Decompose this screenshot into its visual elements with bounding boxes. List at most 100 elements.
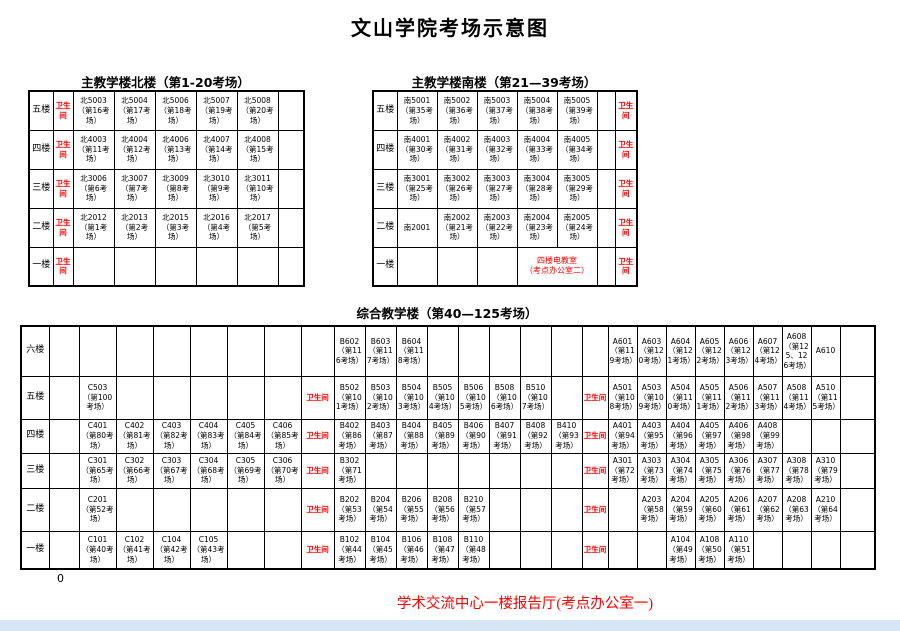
empty-cell	[48, 375, 80, 420]
wc-cell: 卫生间	[614, 168, 638, 209]
room-cell: C304 （第68考场）	[189, 452, 228, 489]
room-cell: C102 （第41考场）	[115, 530, 154, 570]
room-cell: A503 （第109考场）	[636, 375, 667, 420]
north-table-title: 主教学楼北楼（第1-20考场）	[81, 75, 250, 90]
room-cell: B504 （第103考场）	[395, 375, 428, 420]
room-cell: A207 （第62考场）	[752, 487, 783, 532]
main-table-title: 综合教学楼（第40—125考场）	[356, 306, 538, 321]
room-cell: A301 （第72考场）	[607, 452, 638, 489]
room-cell: A306 （第76考场）	[723, 452, 754, 489]
empty-cell	[426, 452, 459, 489]
room-cell: A208 （第63考场）	[781, 487, 812, 532]
empty-cell	[72, 246, 115, 287]
empty-cell	[115, 325, 154, 377]
empty-cell	[488, 452, 521, 489]
empty-cell	[519, 487, 552, 532]
room-cell: A607 （第124考场）	[752, 325, 783, 377]
room-cell: A408 （第99考场）	[752, 418, 783, 454]
room-cell: 北5006 （第18考场）	[154, 90, 197, 131]
wc-cell: 卫生间	[581, 375, 609, 420]
room-cell: A205 （第60考场）	[694, 487, 725, 532]
room-cell: 北2013 （第2考场）	[113, 207, 156, 248]
empty-cell	[839, 418, 876, 454]
room-cell: A405 （第97考场）	[694, 418, 725, 454]
empty-cell	[226, 530, 265, 570]
room-cell: 南5005 （第39考场）	[556, 90, 598, 131]
empty-cell	[263, 487, 302, 532]
room-cell: 南2003 （第22考场）	[476, 207, 518, 248]
empty-cell	[488, 487, 521, 532]
room-cell: C404 （第83考场）	[189, 418, 228, 454]
room-cell: C406 （第85考场）	[263, 418, 302, 454]
empty-cell	[636, 530, 667, 570]
room-cell: A507 （第113考场）	[752, 375, 783, 420]
room-cell: C402 （第81考场）	[115, 418, 154, 454]
empty-cell	[550, 452, 583, 489]
room-cell: 北3010 （第9考场）	[195, 168, 238, 209]
room-cell: 北5004 （第17考场）	[113, 90, 156, 131]
empty-cell	[607, 530, 638, 570]
empty-cell	[195, 246, 238, 287]
room-cell: B408 （第92考场）	[519, 418, 552, 454]
room-cell: 北4006 （第13考场）	[154, 129, 197, 170]
empty-cell	[839, 530, 876, 570]
room-cell: 北5003 （第16考场）	[72, 90, 115, 131]
floor-label: 二楼	[28, 207, 54, 248]
room-cell: B106 （第46考场）	[395, 530, 428, 570]
room-cell: A506 （第112考场）	[723, 375, 754, 420]
room-cell: C302 （第66考场）	[115, 452, 154, 489]
empty-cell	[113, 246, 156, 287]
empty-cell	[519, 530, 552, 570]
room-cell: C306 （第70考场）	[263, 452, 302, 489]
empty-cell	[78, 325, 117, 377]
empty-cell	[48, 418, 80, 454]
room-cell: A605 （第122考场）	[694, 325, 725, 377]
room-cell: B104 （第45考场）	[364, 530, 397, 570]
room-cell: 南5002 （第36考场）	[436, 90, 478, 131]
room-cell: A305 （第75考场）	[694, 452, 725, 489]
room-cell: 北3009 （第8考场）	[154, 168, 197, 209]
room-cell: A308 （第78考场）	[781, 452, 812, 489]
room-cell: C403 （第82考场）	[152, 418, 191, 454]
room-cell: B108 （第47考场）	[426, 530, 459, 570]
south-table-title: 主教学楼南楼（第21—39考场）	[411, 75, 597, 90]
empty-cell	[48, 530, 80, 570]
comprehensive-building-table: 六楼 B602 （第116考场） B603 （第117考场） B604 （第118考场） A6…	[20, 325, 876, 570]
room-cell: B603 （第117考场）	[364, 325, 397, 377]
empty-cell	[596, 168, 616, 209]
floor-label: 六楼	[20, 325, 50, 377]
floor-label: 四楼	[28, 129, 54, 170]
room-cell: A404 （第96考场）	[665, 418, 696, 454]
wc-cell: 卫生间	[300, 487, 335, 532]
room-cell: B403 （第87考场）	[364, 418, 397, 454]
empty-cell	[263, 325, 302, 377]
room-cell: 南5004 （第38考场）	[516, 90, 558, 131]
room-cell: A510 （第115考场）	[810, 375, 841, 420]
empty-cell	[607, 487, 638, 532]
empty-cell	[596, 207, 616, 248]
room-cell: 北4004 （第12考场）	[113, 129, 156, 170]
room-cell: B604 （第118考场）	[395, 325, 428, 377]
empty-cell	[48, 452, 80, 489]
empty-cell	[189, 325, 228, 377]
room-cell: 北4007 （第14考场）	[195, 129, 238, 170]
room-cell: 北4008 （第15考场）	[236, 129, 279, 170]
floor-label: 一楼	[28, 246, 54, 287]
empty-cell	[152, 487, 191, 532]
room-cell: A608 （第125、126考场）	[781, 325, 812, 377]
wc-cell: 卫生间	[300, 452, 335, 489]
empty-cell	[277, 129, 305, 170]
empty-cell	[596, 90, 616, 131]
room-cell: 南4004 （第33考场）	[516, 129, 558, 170]
room-cell: 南3002 （第26考场）	[436, 168, 478, 209]
empty-cell	[226, 487, 265, 532]
empty-cell	[263, 375, 302, 420]
south-building-table: 五楼 南5001 （第35考场） 南5002 （第36考场） 南5003 （第37考场） 南5…	[372, 90, 638, 287]
empty-cell	[457, 452, 490, 489]
room-cell: 北2017 （第5考场）	[236, 207, 279, 248]
footer-note: 学术交流中心一楼报告厅(考点办公室一)	[396, 596, 654, 612]
room-cell: B410 （第93考场）	[550, 418, 583, 454]
wc-cell: 卫生间	[300, 530, 335, 570]
empty-cell	[115, 375, 154, 420]
room-cell: B206 （第55考场）	[395, 487, 428, 532]
